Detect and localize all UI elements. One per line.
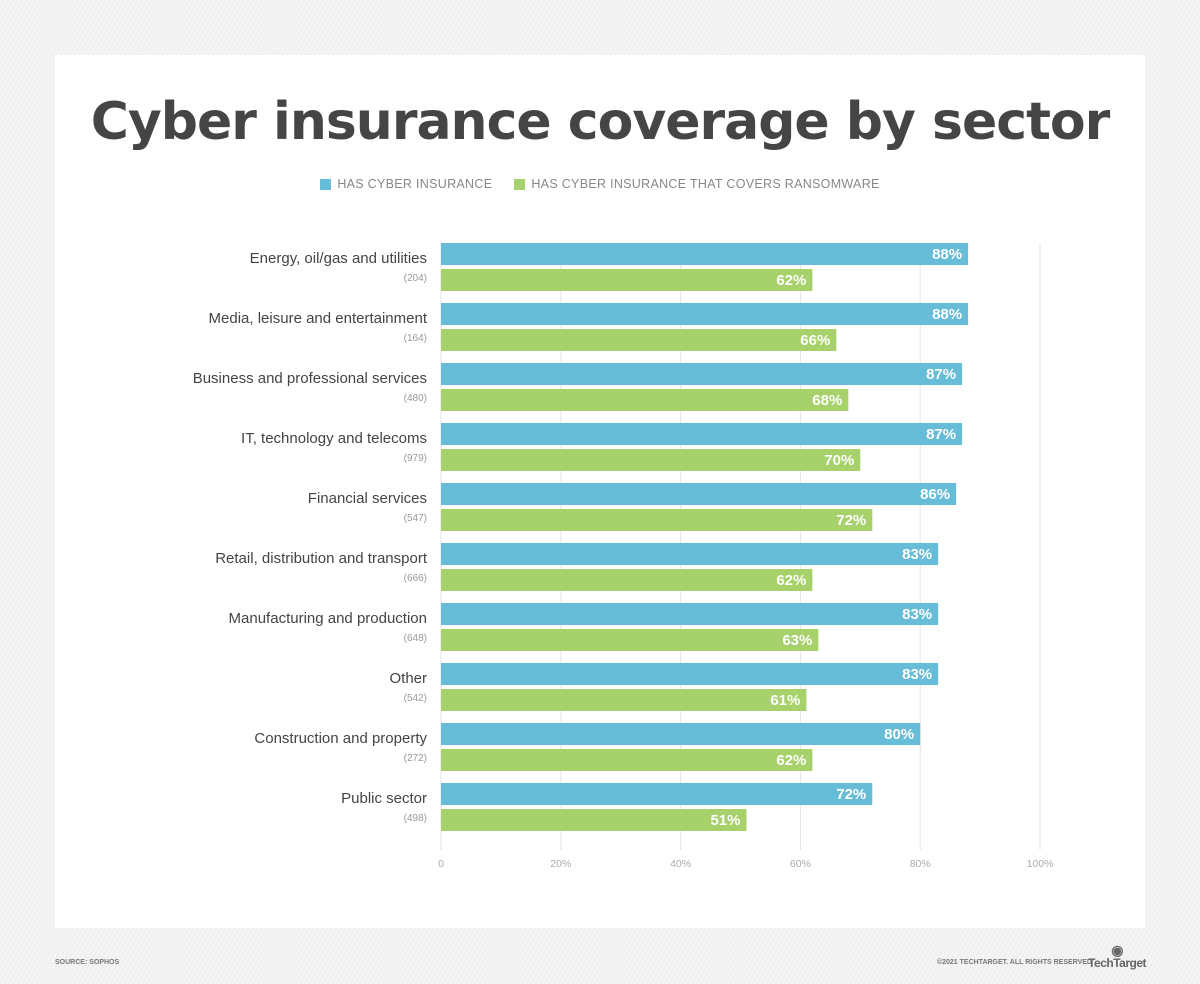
data-label: 88% [932, 246, 962, 263]
sample-size-label: (480) [404, 393, 427, 404]
legend: HAS CYBER INSURANCE HAS CYBER INSURANCE … [0, 177, 1200, 191]
sample-size-label: (979) [404, 453, 427, 464]
category-label: IT, technology and telecoms [241, 430, 427, 447]
x-tick-label: 60% [790, 858, 811, 870]
bar [441, 783, 873, 805]
sample-size-label: (498) [404, 813, 427, 824]
sample-size-label: (204) [404, 273, 427, 284]
category-label: Energy, oil/gas and utilities [250, 250, 427, 267]
category-label: Manufacturing and production [229, 610, 427, 627]
bar [441, 569, 813, 591]
bar [441, 723, 921, 745]
data-label: 68% [812, 392, 842, 409]
data-label: 72% [836, 512, 866, 529]
category-label: Construction and property [254, 730, 427, 747]
sample-size-label: (648) [404, 633, 427, 644]
bar [441, 303, 969, 325]
data-label: 51% [710, 812, 740, 829]
chart-title: Cyber insurance coverage by sector [90, 92, 1111, 152]
category-label: Media, leisure and entertainment [209, 310, 428, 327]
data-label: 62% [776, 572, 806, 589]
legend-label: HAS CYBER INSURANCE THAT COVERS RANSOMWA… [531, 177, 880, 191]
x-tick-label: 20% [550, 858, 571, 870]
data-label: 66% [800, 332, 830, 349]
legend-label: HAS CYBER INSURANCE [337, 177, 493, 191]
bar [441, 809, 747, 831]
sample-size-label: (666) [404, 573, 427, 584]
data-label: 86% [920, 486, 950, 503]
data-label: 80% [884, 726, 914, 743]
bar [441, 603, 939, 625]
bar [441, 483, 957, 505]
bar [441, 663, 939, 685]
category-label: Business and professional services [193, 370, 427, 387]
bar [441, 269, 813, 291]
data-label: 87% [926, 366, 956, 383]
data-label: 61% [770, 692, 800, 709]
x-tick-label: 0 [438, 858, 444, 870]
techtarget-logo: ◉ TechTarget [1088, 942, 1146, 970]
data-label: 70% [824, 452, 854, 469]
data-label: 83% [902, 546, 932, 563]
sample-size-label: (272) [404, 753, 427, 764]
data-label: 72% [836, 786, 866, 803]
data-label: 62% [776, 272, 806, 289]
data-label: 88% [932, 306, 962, 323]
bar [441, 543, 939, 565]
bar [441, 509, 873, 531]
data-label: 87% [926, 426, 956, 443]
legend-item-ransomware: HAS CYBER INSURANCE THAT COVERS RANSOMWA… [514, 177, 879, 191]
bar [441, 689, 807, 711]
data-label: 83% [902, 666, 932, 683]
x-tick-label: 80% [910, 858, 931, 870]
bar [441, 449, 861, 471]
sample-size-label: (547) [404, 513, 427, 524]
copyright: ©2021 TECHTARGET. ALL RIGHTS RESERVED [936, 959, 1092, 966]
x-tick-label: 100% [1027, 858, 1054, 870]
sample-size-label: (164) [404, 333, 427, 344]
legend-swatch [514, 178, 526, 190]
category-label: Public sector [341, 790, 427, 807]
data-label: 83% [902, 606, 932, 623]
bar [441, 423, 963, 445]
sample-size-label: (542) [404, 693, 427, 704]
category-label: Retail, distribution and transport [215, 550, 428, 567]
bar [441, 629, 819, 651]
bar [441, 749, 813, 771]
legend-item-insurance: HAS CYBER INSURANCE [320, 177, 492, 191]
data-label: 63% [782, 632, 812, 649]
legend-swatch [320, 178, 332, 190]
data-label: 62% [776, 752, 806, 769]
bar [441, 389, 849, 411]
bar [441, 243, 969, 265]
category-label: Other [389, 670, 427, 687]
x-tick-label: 40% [670, 858, 691, 870]
bar [441, 329, 837, 351]
source-note: SOURCE: SOPHOS [55, 959, 120, 966]
category-label: Financial services [308, 490, 427, 507]
bar [441, 363, 963, 385]
